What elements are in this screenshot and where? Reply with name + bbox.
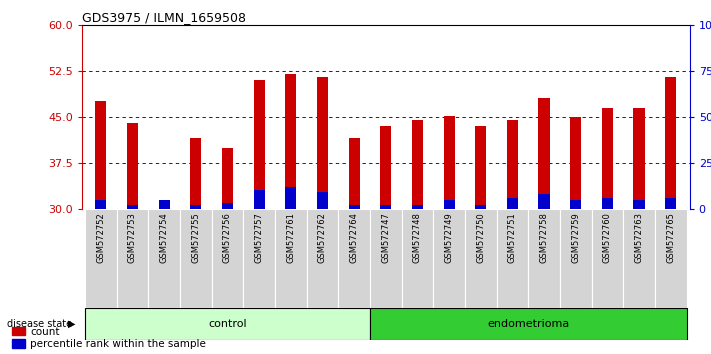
Bar xyxy=(222,203,233,209)
Text: control: control xyxy=(208,319,247,329)
Bar xyxy=(191,205,201,209)
Bar xyxy=(317,77,328,209)
Text: GSM572760: GSM572760 xyxy=(603,212,612,263)
Bar xyxy=(412,120,423,209)
Bar xyxy=(465,209,496,308)
Text: GSM572756: GSM572756 xyxy=(223,212,232,263)
Bar xyxy=(127,123,138,209)
Bar xyxy=(412,205,423,209)
Bar xyxy=(655,209,687,308)
Bar xyxy=(496,209,528,308)
Bar xyxy=(380,205,391,209)
Text: GDS3975 / ILMN_1659508: GDS3975 / ILMN_1659508 xyxy=(82,11,246,24)
Legend: count, percentile rank within the sample: count, percentile rank within the sample xyxy=(12,327,206,349)
Text: GSM572758: GSM572758 xyxy=(540,212,548,263)
Text: GSM572753: GSM572753 xyxy=(128,212,137,263)
Bar xyxy=(85,308,370,340)
Bar xyxy=(570,117,581,209)
Bar xyxy=(475,126,486,209)
Bar xyxy=(602,108,613,209)
Bar xyxy=(370,209,402,308)
Bar xyxy=(475,205,486,209)
Text: GSM572754: GSM572754 xyxy=(159,212,169,263)
Bar xyxy=(85,209,117,308)
Bar xyxy=(317,192,328,209)
Bar xyxy=(180,209,212,308)
Bar xyxy=(212,209,243,308)
Bar xyxy=(560,209,592,308)
Text: GSM572757: GSM572757 xyxy=(255,212,264,263)
Bar xyxy=(370,308,687,340)
Bar xyxy=(444,116,454,209)
Bar xyxy=(95,102,107,209)
Text: GSM572761: GSM572761 xyxy=(287,212,295,263)
Bar xyxy=(402,209,433,308)
Bar xyxy=(592,209,623,308)
Text: GSM572762: GSM572762 xyxy=(318,212,327,263)
Bar xyxy=(95,200,107,209)
Text: GSM572763: GSM572763 xyxy=(634,212,643,263)
Text: ▶: ▶ xyxy=(68,319,75,329)
Bar xyxy=(348,138,360,209)
Text: GSM572748: GSM572748 xyxy=(413,212,422,263)
Text: disease state: disease state xyxy=(7,319,73,329)
Text: GSM572751: GSM572751 xyxy=(508,212,517,263)
Bar xyxy=(254,190,264,209)
Bar xyxy=(623,209,655,308)
Bar xyxy=(285,187,296,209)
Bar xyxy=(433,209,465,308)
Bar xyxy=(222,148,233,209)
Bar xyxy=(380,126,391,209)
Bar xyxy=(191,138,201,209)
Bar xyxy=(444,200,454,209)
Bar xyxy=(348,205,360,209)
Bar xyxy=(634,200,645,209)
Text: GSM572764: GSM572764 xyxy=(350,212,358,263)
Bar xyxy=(665,77,676,209)
Bar xyxy=(243,209,275,308)
Bar xyxy=(602,198,613,209)
Bar xyxy=(159,200,170,209)
Text: GSM572750: GSM572750 xyxy=(476,212,485,263)
Bar xyxy=(528,209,560,308)
Bar xyxy=(538,194,550,209)
Bar xyxy=(306,209,338,308)
Text: GSM572759: GSM572759 xyxy=(571,212,580,263)
Bar xyxy=(538,98,550,209)
Text: GSM572747: GSM572747 xyxy=(381,212,390,263)
Bar xyxy=(507,198,518,209)
Bar xyxy=(254,80,264,209)
Text: endometrioma: endometrioma xyxy=(487,319,570,329)
Bar xyxy=(127,205,138,209)
Bar xyxy=(117,209,149,308)
Text: GSM572752: GSM572752 xyxy=(96,212,105,263)
Text: GSM572749: GSM572749 xyxy=(444,212,454,263)
Bar xyxy=(149,209,180,308)
Bar xyxy=(338,209,370,308)
Text: GSM572765: GSM572765 xyxy=(666,212,675,263)
Bar xyxy=(507,120,518,209)
Bar xyxy=(285,74,296,209)
Bar xyxy=(159,206,170,209)
Bar xyxy=(570,200,581,209)
Bar xyxy=(634,108,645,209)
Bar xyxy=(665,198,676,209)
Text: GSM572755: GSM572755 xyxy=(191,212,201,263)
Bar xyxy=(275,209,306,308)
